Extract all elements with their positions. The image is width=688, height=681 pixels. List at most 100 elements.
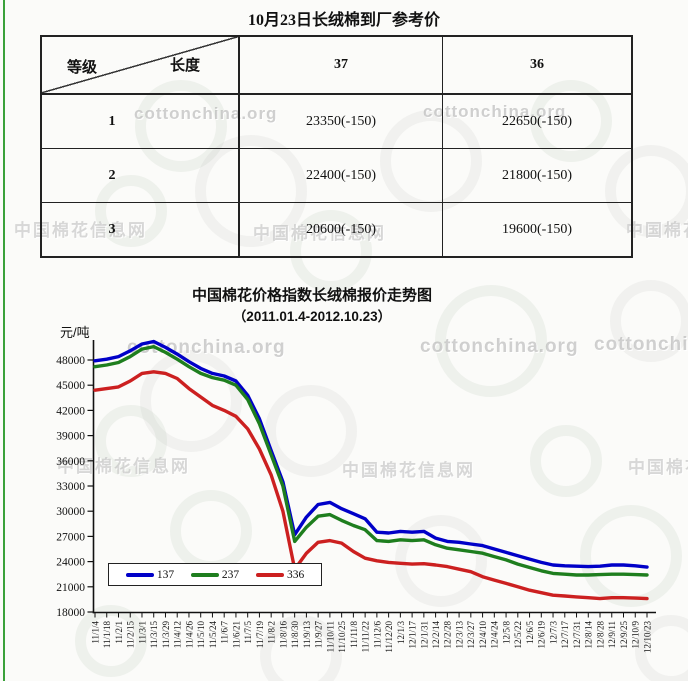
x-tick-label: 12/7/3 [548, 621, 558, 645]
grade-cell: 2 [40, 148, 240, 203]
series-line-137 [93, 339, 649, 569]
x-tick-label: 12/10/9 [631, 621, 641, 649]
price-cell: 19600(-150) [442, 202, 633, 258]
chart-subtitle: （2011.01.4-2012.10.23） [232, 309, 392, 324]
x-tick-label: 11/8/2 [267, 621, 277, 644]
table-row: 1 23350(-150) 22650(-150) [40, 93, 633, 149]
x-tick-label: 11/4/26 [184, 621, 194, 649]
legend-label: 336 [286, 568, 305, 581]
x-tick-label: 12/2/14 [431, 621, 441, 649]
x-tick-label: 11/7/19 [255, 621, 265, 649]
y-tick-label: 45000 [56, 380, 85, 392]
x-tick-label: 12/8/28 [595, 621, 605, 649]
grade-value: 1 [108, 113, 116, 129]
legend-label: 137 [156, 568, 175, 581]
column-header-36: 36 [442, 35, 633, 95]
y-axis-unit-label: 元/吨 [60, 325, 90, 340]
x-tick-label: 12/9/11 [607, 621, 617, 648]
x-tick-label: 11/2/1 [114, 621, 124, 644]
length-axis-label: 长度 [170, 57, 201, 74]
x-tick-label: 12/3/27 [466, 621, 476, 649]
y-tick-label: 36000 [56, 456, 85, 468]
x-tick-label: 11/5/10 [196, 621, 206, 649]
x-tick-label: 11/12/6 [372, 621, 382, 649]
x-tick-label: 12/1/3 [396, 621, 406, 645]
x-tick-label: 11/3/1 [137, 621, 147, 644]
x-tick-label: 11/3/15 [149, 621, 159, 649]
x-tick-label: 12/6/5 [525, 621, 535, 645]
x-tick-label: 12/4/24 [490, 621, 500, 649]
series-line-237 [93, 344, 649, 577]
legend-swatch-237 [190, 572, 219, 577]
legend-entry: 237 [190, 568, 240, 581]
x-tick-label: 11/6/21 [231, 621, 241, 648]
x-tick-label: 11/11/8 [349, 621, 359, 648]
x-tick-label: 12/7/31 [572, 621, 582, 649]
watermark-text: 中国棉花信息网 [626, 221, 688, 240]
x-tick-label: 11/8/16 [278, 621, 288, 649]
x-tick-label: 11/6/7 [220, 621, 230, 644]
x-tick-label: 11/9/27 [314, 621, 324, 649]
x-tick-label: 11/1/4 [90, 621, 100, 644]
price-cell: 22650(-150) [442, 93, 633, 149]
table-title: 10月23日长绒棉到厂参考价 [247, 12, 440, 29]
x-tick-label: 12/9/25 [619, 621, 629, 649]
legend-swatch-137 [125, 572, 154, 577]
y-tick-label: 18000 [56, 607, 85, 619]
grade-cell: 3 [40, 202, 240, 258]
x-tick-label: 12/5/22 [513, 621, 523, 649]
corner-cell: 等级 长度 [40, 35, 240, 95]
x-tick-label: 11/10/25 [337, 621, 347, 653]
price-cell: 22400(-150) [238, 148, 443, 203]
y-tick-label: 21000 [56, 582, 85, 594]
legend-swatch-336 [255, 572, 284, 577]
x-tick-label: 12/1/31 [419, 621, 429, 649]
table-header-row: 等级 长度 37 36 [40, 35, 633, 95]
x-tick-label: 12/4/10 [478, 621, 488, 649]
x-tick-label: 11/4/12 [173, 621, 183, 648]
price-cell: 20600(-150) [238, 202, 443, 258]
y-tick-label: 33000 [56, 481, 85, 493]
x-tick-label: 11/3/29 [161, 621, 171, 649]
x-tick-label: 12/7/17 [560, 621, 570, 649]
grade-value: 3 [108, 221, 116, 237]
y-tick-label: 24000 [56, 557, 85, 569]
chart-legend: 137 237 336 [108, 563, 322, 586]
x-tick-label: 11/12/20 [384, 621, 394, 653]
price-cell: 23350(-150) [238, 93, 443, 149]
x-tick-label: 12/6/19 [537, 621, 547, 649]
grade-value: 2 [108, 167, 116, 183]
price-trend-chart: 18000 21000 24000 27000 30000 33000 36000 39000… [56, 339, 656, 654]
grade-cell: 1 [40, 93, 240, 149]
y-tick-label: 30000 [56, 506, 85, 518]
x-tick-label: 12/10/23 [642, 621, 652, 654]
legend-entry: 137 [125, 568, 175, 581]
x-tick-label: 11/10/11 [325, 621, 335, 652]
chart-title: 中国棉花价格指数长绒棉报价走势图 [191, 287, 432, 304]
x-tick-label: 11/1/18 [102, 621, 112, 649]
x-tick-label: 12/1/17 [408, 621, 418, 649]
x-tick-label: 12/3/13 [454, 621, 464, 649]
x-tick-label: 11/8/30 [290, 621, 300, 649]
column-header-37: 37 [238, 35, 443, 95]
x-tick-label: 11/2/15 [126, 621, 136, 649]
y-tick-label: 39000 [56, 431, 85, 443]
x-tick-label: 12/8/14 [584, 621, 594, 649]
y-tick-label: 27000 [56, 531, 85, 543]
y-tick-label: 42000 [56, 405, 85, 417]
table-row: 2 22400(-150) 21800(-150) [40, 148, 633, 203]
legend-label: 237 [221, 568, 240, 581]
series-line-336 [93, 370, 649, 601]
price-cell: 21800(-150) [442, 148, 633, 203]
x-tick-label: 12/5/8 [501, 621, 511, 645]
x-tick-label: 12/2/28 [443, 621, 453, 649]
price-table: 等级 长度 37 36 1 23350(-150) 22650(-150) 2 … [40, 35, 633, 258]
x-tick-label: 11/5/24 [208, 621, 218, 649]
y-tick-label: 48000 [56, 355, 85, 367]
legend-entry: 336 [255, 568, 305, 581]
table-row: 3 20600(-150) 19600(-150) [40, 202, 633, 258]
grade-axis-label: 等级 [67, 59, 98, 76]
left-green-border [3, 0, 5, 681]
x-tick-label: 11/11/22 [361, 621, 371, 652]
